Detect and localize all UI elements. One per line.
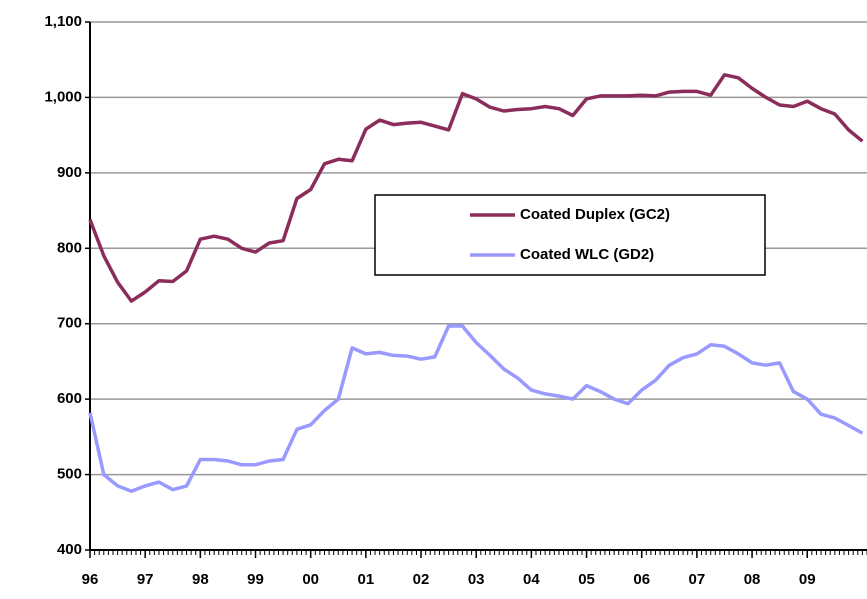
x-tick-label: 09 [799,571,816,588]
y-tick-label: 1,000 [44,88,82,105]
y-tick-label: 1,100 [44,13,82,30]
y-tick-label: 800 [57,239,82,256]
x-tick-label: 98 [192,571,209,588]
x-tick-label: 97 [137,571,154,588]
y-tick-label: 600 [57,390,82,407]
legend-label: Coated Duplex (GC2) [520,206,670,223]
x-tick-label: 05 [578,571,595,588]
x-tick-label: 96 [82,571,99,588]
y-tick-label: 700 [57,315,82,332]
x-tick-label: 02 [413,571,430,588]
x-tick-label: 99 [247,571,264,588]
x-tick-label: 00 [302,571,319,588]
y-tick-label: 900 [57,164,82,181]
series-line [88,324,864,493]
x-tick-label: 07 [689,571,706,588]
x-tick-label: 01 [358,571,375,588]
legend-label: Coated WLC (GD2) [520,246,654,263]
y-tick-label: 500 [57,466,82,483]
series-line [88,73,864,303]
legend [374,194,766,276]
x-tick-label: 06 [633,571,650,588]
x-tick-label: 08 [744,571,761,588]
y-tick-label: 400 [57,541,82,558]
x-tick-label: 04 [523,571,540,588]
x-tick-label: 03 [468,571,485,588]
